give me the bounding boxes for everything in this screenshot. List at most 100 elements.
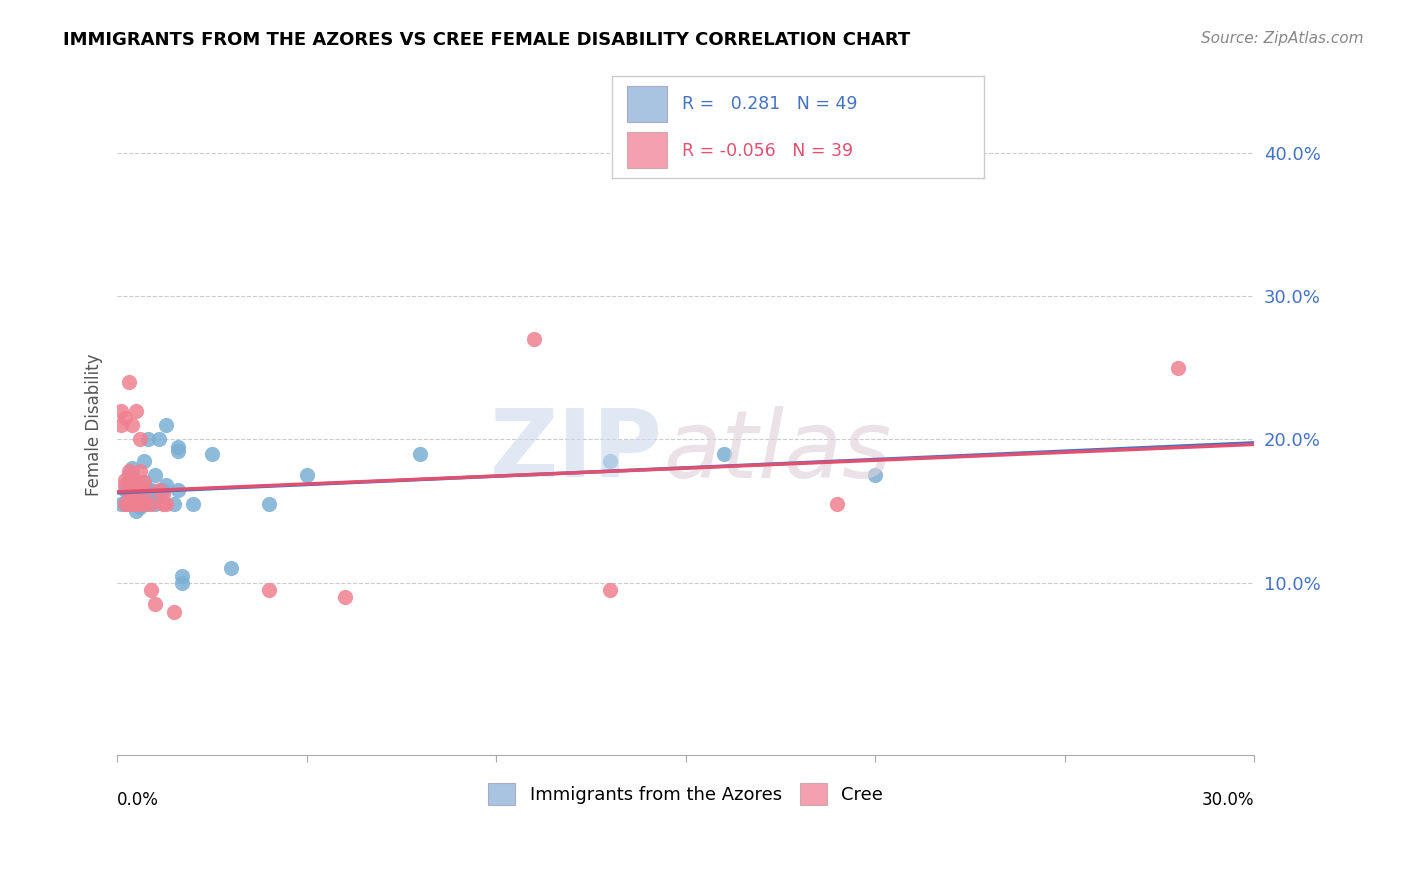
Point [121, 461, 143, 475]
Point [132, 497, 155, 511]
Point [125, 485, 148, 500]
Point [143, 468, 166, 483]
Point [114, 473, 136, 487]
Point [155, 418, 177, 433]
Point [201, 447, 224, 461]
Text: Source: ZipAtlas.com: Source: ZipAtlas.com [1201, 31, 1364, 46]
Point [163, 497, 186, 511]
Point [114, 411, 136, 425]
Point [170, 575, 193, 590]
Point [155, 478, 177, 492]
Point [117, 497, 139, 511]
Point [136, 433, 159, 447]
Point [121, 478, 143, 492]
Point [152, 497, 174, 511]
Point [152, 483, 174, 497]
Point [125, 504, 148, 518]
Point [129, 500, 152, 514]
Text: ZIP: ZIP [491, 406, 662, 498]
Point [257, 497, 280, 511]
Point [132, 454, 155, 468]
Point [713, 447, 735, 461]
Y-axis label: Female Disability: Female Disability [86, 354, 103, 496]
Point [148, 483, 170, 497]
Point [155, 497, 177, 511]
Point [148, 490, 170, 504]
Point [121, 418, 143, 433]
Point [129, 464, 152, 478]
Text: 0.0%: 0.0% [117, 790, 159, 809]
Text: R = -0.056   N = 39: R = -0.056 N = 39 [682, 142, 853, 160]
Point [141, 582, 163, 597]
Point [125, 475, 148, 490]
Text: IMMIGRANTS FROM THE AZORES VS CREE FEMALE DISABILITY CORRELATION CHART: IMMIGRANTS FROM THE AZORES VS CREE FEMAL… [63, 31, 911, 49]
Bar [627, 132, 668, 168]
Point [117, 375, 139, 389]
Point [1167, 360, 1189, 375]
Point [163, 605, 186, 619]
Point [166, 443, 188, 458]
Point [117, 497, 139, 511]
Point [136, 497, 159, 511]
Point [129, 433, 152, 447]
Text: 30.0%: 30.0% [1202, 790, 1254, 809]
Point [143, 497, 166, 511]
Point [129, 478, 152, 492]
Point [863, 468, 886, 483]
Point [110, 418, 132, 433]
Point [152, 487, 174, 501]
Bar [627, 87, 668, 122]
Point [166, 440, 188, 454]
Point [125, 403, 148, 417]
Point [114, 497, 136, 511]
Point [333, 590, 356, 604]
Point [170, 568, 193, 582]
Point [141, 497, 163, 511]
Point [599, 582, 621, 597]
Point [132, 485, 155, 500]
Point [132, 475, 155, 490]
Point [129, 483, 152, 497]
Point [143, 598, 166, 612]
Text: atlas: atlas [662, 406, 891, 497]
Point [129, 497, 152, 511]
Point [136, 483, 159, 497]
Point [257, 582, 280, 597]
Point [121, 468, 143, 483]
Point [117, 475, 139, 490]
Point [125, 483, 148, 497]
Point [125, 492, 148, 507]
Point [117, 487, 139, 501]
Point [132, 497, 155, 511]
Point [121, 485, 143, 500]
Point [110, 497, 132, 511]
Point [114, 478, 136, 492]
Point [121, 497, 143, 511]
Legend: Immigrants from the Azores, Cree: Immigrants from the Azores, Cree [481, 775, 890, 812]
Point [114, 483, 136, 497]
Point [599, 454, 621, 468]
Point [110, 403, 132, 417]
Point [523, 332, 546, 346]
Point [121, 485, 143, 500]
Point [132, 487, 155, 501]
Point [219, 561, 242, 575]
Point [181, 497, 204, 511]
Point [166, 483, 188, 497]
Point [148, 433, 170, 447]
Point [141, 483, 163, 497]
Point [409, 447, 432, 461]
Text: R =   0.281   N = 49: R = 0.281 N = 49 [682, 95, 858, 112]
Point [114, 497, 136, 511]
Point [125, 497, 148, 511]
Point [129, 490, 152, 504]
Point [117, 468, 139, 483]
Point [141, 492, 163, 507]
Point [143, 485, 166, 500]
Point [117, 464, 139, 478]
Point [825, 497, 848, 511]
Point [132, 475, 155, 490]
Point [295, 468, 318, 483]
Point [117, 490, 139, 504]
Point [121, 497, 143, 511]
